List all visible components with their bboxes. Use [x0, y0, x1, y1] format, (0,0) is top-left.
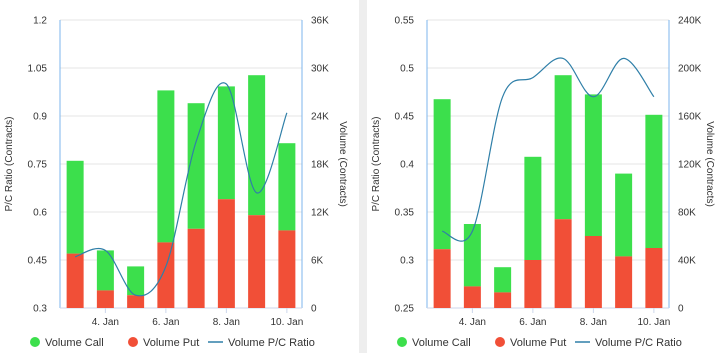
legend: Volume Call Volume Put Volume P/C Ratio	[397, 337, 682, 349]
line-volume-pc-ratio	[74, 82, 288, 297]
chart-panel-right: 0.25 0 0.3 40K 0.35 80K 0.4 120K 0.45 160K 0.5 200K…	[367, 0, 726, 353]
x-tick-label: 8. Jan	[580, 317, 607, 328]
y2-axis-title: Volume (Contracts)	[337, 121, 348, 207]
y2-tick-label: 80K	[678, 208, 696, 219]
bar-volume-put	[463, 286, 481, 308]
y-tick-label: 0.9	[33, 112, 47, 123]
chart-left: 0.3 0 0.45 6K 0.6 12K 0.75 18K 0.9 24K 1.05 30K 1.2 3…	[4, 16, 348, 350]
y-tick-label: 0.35	[395, 208, 415, 219]
y2-tick-label: 120K	[678, 160, 702, 171]
y2-tick-label: 40K	[678, 256, 696, 267]
y-tick-label: 0.45	[395, 112, 415, 123]
line-volume-pc-ratio	[441, 57, 655, 242]
y-tick-label: 0.45	[28, 256, 48, 267]
y2-tick-label: 0	[678, 304, 684, 315]
bar-volume-put	[66, 253, 84, 308]
legend-label-volume-pc-ratio: Volume P/C Ratio	[595, 337, 682, 349]
bar-volume-call	[217, 86, 235, 200]
y2-tick-label: 18K	[311, 160, 329, 171]
y-tick-label: 0.4	[400, 160, 414, 171]
bar-volume-call	[96, 250, 114, 291]
y2-tick-label: 24K	[311, 112, 329, 123]
y2-tick-label: 12K	[311, 208, 329, 219]
bar-volume-put	[524, 260, 542, 308]
bar-volume-call	[645, 114, 663, 248]
y-tick-label: 1.05	[28, 64, 48, 75]
legend-label-volume-put: Volume Put	[143, 337, 199, 349]
bar-volume-call	[127, 266, 145, 296]
bar-volume-call	[584, 94, 602, 237]
bar-volume-call	[433, 99, 451, 250]
bar-volume-put	[157, 242, 175, 308]
bar-volume-put	[554, 219, 572, 308]
y-axis-title: P/C Ratio (Contracts)	[371, 116, 382, 211]
x-tick-label: 4. Jan	[459, 317, 486, 328]
bar-volume-put	[645, 248, 663, 308]
y-axis-title: P/C Ratio (Contracts)	[4, 116, 15, 211]
y2-tick-label: 6K	[311, 256, 324, 267]
bar-volume-call	[463, 224, 481, 287]
y-tick-label: 0.75	[28, 160, 48, 171]
chart-right: 0.25 0 0.3 40K 0.35 80K 0.4 120K 0.45 160K 0.5 200K…	[371, 16, 715, 350]
bar-volume-call	[615, 173, 633, 257]
bar-volume-call	[66, 160, 84, 254]
x-tick-label: 10. Jan	[270, 317, 303, 328]
bar-volume-call	[157, 90, 175, 243]
bar-volume-put	[248, 215, 266, 308]
bar-volume-put	[615, 256, 633, 308]
circle-marker-icon	[30, 337, 40, 347]
y2-tick-label: 36K	[311, 16, 329, 27]
legend: Volume Call Volume Put Volume P/C Ratio	[30, 337, 315, 349]
y-tick-label: 0.55	[395, 16, 415, 27]
bar-volume-call	[248, 75, 266, 216]
bar-volume-call	[554, 75, 572, 220]
y-tick-label: 0.3	[400, 256, 414, 267]
y2-tick-label: 30K	[311, 64, 329, 75]
bar-volume-put	[187, 228, 205, 308]
bar-volume-call	[494, 267, 512, 293]
y2-tick-label: 0	[311, 304, 317, 315]
legend-label-volume-call: Volume Call	[412, 337, 471, 349]
y-tick-label: 0.5	[400, 64, 414, 75]
x-tick-label: 6. Jan	[152, 317, 179, 328]
bar-volume-call	[524, 156, 542, 260]
y2-axis-title: Volume (Contracts)	[704, 121, 715, 207]
bar-volume-put	[96, 290, 114, 308]
y-tick-label: 0.3	[33, 304, 47, 315]
y-tick-label: 0.25	[395, 304, 415, 315]
x-tick-label: 8. Jan	[213, 317, 240, 328]
x-tick-label: 6. Jan	[519, 317, 546, 328]
bar-volume-put	[433, 249, 451, 308]
x-tick-label: 10. Jan	[637, 317, 670, 328]
chart-panel-left: 0.3 0 0.45 6K 0.6 12K 0.75 18K 0.9 24K 1.05 30K 1.2 3…	[0, 0, 359, 353]
circle-marker-icon	[128, 337, 138, 347]
bar-volume-call	[278, 143, 296, 231]
circle-marker-icon	[495, 337, 505, 347]
panel-divider	[359, 0, 367, 353]
bar-volume-put	[278, 230, 296, 308]
y2-tick-label: 240K	[678, 16, 702, 27]
y-tick-label: 1.2	[33, 16, 47, 27]
bar-volume-put	[127, 295, 145, 308]
legend-label-volume-pc-ratio: Volume P/C Ratio	[228, 337, 315, 349]
x-tick-label: 4. Jan	[92, 317, 119, 328]
bar-volume-put	[494, 292, 512, 308]
bar-volume-put	[584, 236, 602, 308]
legend-label-volume-call: Volume Call	[45, 337, 104, 349]
y2-tick-label: 160K	[678, 112, 702, 123]
bar-volume-put	[217, 199, 235, 308]
y2-tick-label: 200K	[678, 64, 702, 75]
y-tick-label: 0.6	[33, 208, 47, 219]
legend-label-volume-put: Volume Put	[510, 337, 566, 349]
bar-volume-call	[187, 103, 205, 229]
circle-marker-icon	[397, 337, 407, 347]
